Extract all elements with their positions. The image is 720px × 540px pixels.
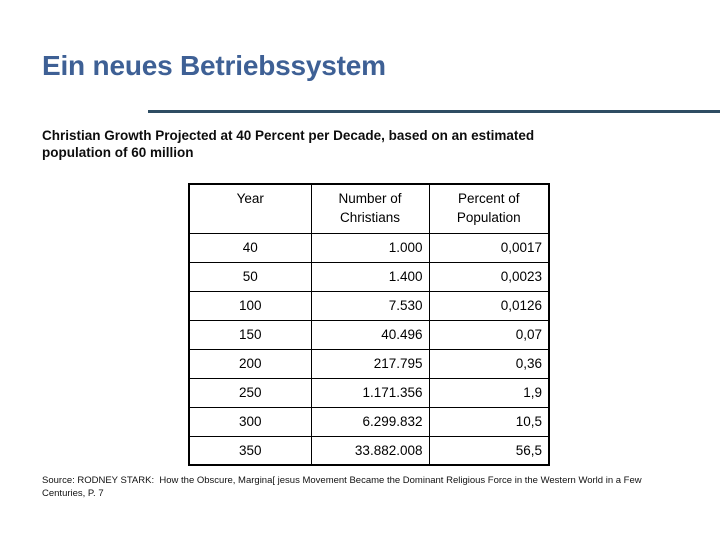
cell-year: 350 <box>188 435 312 466</box>
table-header-row: Year Number of Christians Percent of Pop… <box>188 183 550 234</box>
cell-number-of-christians: 40.496 <box>310 319 430 350</box>
cell-percent-of-population: 56,5 <box>428 435 550 466</box>
table-header-number-of-christians: Number of Christians <box>310 183 430 234</box>
cell-percent-of-population: 0,0023 <box>428 261 550 292</box>
cell-year: 50 <box>188 261 312 292</box>
slide-subtitle: Christian Growth Projected at 40 Percent… <box>42 127 534 161</box>
subtitle-line-2: population of 60 million <box>42 145 194 160</box>
source-line-2: Centuries, P. 7 <box>42 488 104 499</box>
cell-percent-of-population: 0,36 <box>428 348 550 379</box>
cell-year: 100 <box>188 290 312 321</box>
cell-percent-of-population: 0,0126 <box>428 290 550 321</box>
cell-number-of-christians: 1.400 <box>310 261 430 292</box>
cell-year: 150 <box>188 319 312 350</box>
slide-title: Ein neues Betriebssystem <box>42 50 386 81</box>
table-row: 150 40.496 0,07 <box>188 319 550 350</box>
cell-number-of-christians: 6.299.832 <box>310 406 430 437</box>
table-row: 100 7.530 0,0126 <box>188 290 550 321</box>
cell-year: 250 <box>188 377 312 408</box>
cell-percent-of-population: 10,5 <box>428 406 550 437</box>
cell-year: 300 <box>188 406 312 437</box>
table-row: 50 1.400 0,0023 <box>188 261 550 292</box>
cell-number-of-christians: 217.795 <box>310 348 430 379</box>
cell-percent-of-population: 0,0017 <box>428 232 550 263</box>
table-header-percent-of-population: Percent of Population <box>428 183 550 234</box>
source-note: Source: RODNEY STARK: How the Obscure, M… <box>42 474 642 500</box>
cell-number-of-christians: 7.530 <box>310 290 430 321</box>
cell-number-of-christians: 1.000 <box>310 232 430 263</box>
cell-percent-of-population: 0,07 <box>428 319 550 350</box>
table-row: 250 1.171.356 1,9 <box>188 377 550 408</box>
table-row: 40 1.000 0,0017 <box>188 232 550 263</box>
cell-year: 40 <box>188 232 312 263</box>
table-row: 300 6.299.832 10,5 <box>188 406 550 437</box>
subtitle-line-1: Christian Growth Projected at 40 Percent… <box>42 128 535 143</box>
table-row: 350 33.882.008 56,5 <box>188 435 550 466</box>
source-line-1: Source: RODNEY STARK: How the Obscure, M… <box>42 475 642 486</box>
cell-number-of-christians: 1.171.356 <box>310 377 430 408</box>
title-divider <box>148 110 720 113</box>
growth-table: Year Number of Christians Percent of Pop… <box>188 183 550 466</box>
cell-year: 200 <box>188 348 312 379</box>
table-header-year: Year <box>188 183 312 234</box>
cell-percent-of-population: 1,9 <box>428 377 550 408</box>
table-row: 200 217.795 0,36 <box>188 348 550 379</box>
cell-number-of-christians: 33.882.008 <box>310 435 430 466</box>
